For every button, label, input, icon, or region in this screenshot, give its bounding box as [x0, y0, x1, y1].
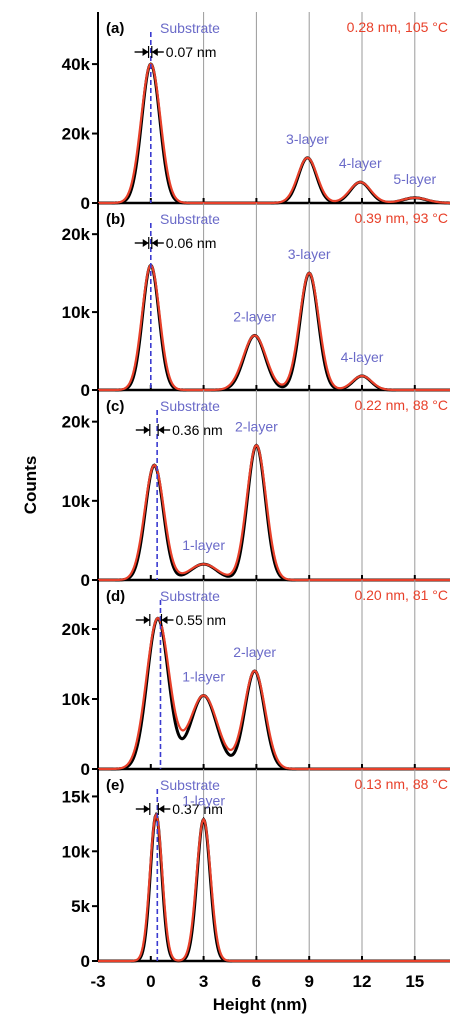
shift-label: 0.07 nm — [166, 44, 217, 60]
x-axis-title: Height (nm) — [213, 995, 307, 1014]
y-tick-label: 0 — [81, 952, 90, 971]
conditions-label: 0.20 nm, 81 °C — [354, 587, 448, 603]
fit-curve — [98, 263, 450, 392]
peak-label: 2-layer — [233, 308, 276, 324]
panels-group: 0 20k 40k (a) 0.28 nm, 105 °C Substrate 0.07 n… — [62, 12, 450, 991]
y-tick-label: 20k — [62, 225, 91, 244]
y-tick-label: 20k — [62, 413, 91, 432]
shift-arrowhead-right — [151, 48, 158, 56]
conditions-label: 0.13 nm, 88 °C — [354, 776, 448, 792]
y-tick-label: 20k — [62, 620, 91, 639]
histogram-curve — [98, 811, 450, 963]
x-tick-label: 9 — [304, 972, 313, 991]
histogram-curve — [98, 443, 450, 582]
y-tick-label: 10k — [62, 842, 91, 861]
y-tick-label: 5k — [71, 897, 90, 916]
peak-label: 3-layer — [286, 131, 329, 147]
peak-label: 2-layer — [233, 644, 276, 660]
panel-label: (b) — [106, 211, 125, 228]
shift-label: 0.55 nm — [175, 612, 226, 628]
shift-arrowhead-left — [142, 239, 149, 247]
fit-curve — [98, 616, 450, 771]
peak-label: 4-layer — [339, 155, 382, 171]
panel-e: 0 5k 10k 15k (e) 0.13 nm, 88 °C Substrate 0.37 … — [62, 769, 450, 971]
substrate-label: Substrate — [160, 588, 220, 604]
substrate-label: Substrate — [160, 20, 220, 36]
x-tick-label: -3 — [90, 972, 105, 991]
shift-arrowhead-left — [143, 616, 150, 624]
panel-a: 0 20k 40k (a) 0.28 nm, 105 °C Substrate 0.07 n… — [62, 12, 450, 213]
panel-b: 0 10k 20k (b) 0.39 nm, 93 °C Substrate 0.06 nm… — [62, 203, 450, 400]
y-tick-label: 0 — [81, 760, 90, 779]
panel-d: 0 10k 20k (d) 0.20 nm, 81 °C Substrate 0.55 nm… — [62, 580, 450, 779]
y-tick-label: 10k — [62, 303, 91, 322]
panel-label: (a) — [106, 20, 124, 37]
y-tick-label: 10k — [62, 492, 91, 511]
shift-arrowhead-right — [161, 616, 168, 624]
x-tick-label: 12 — [353, 972, 372, 991]
x-tick-label: 15 — [405, 972, 424, 991]
shift-arrowhead-right — [151, 239, 158, 247]
peak-label: 1-layer — [182, 669, 225, 685]
y-tick-label: 0 — [81, 571, 90, 590]
x-tick-label: 6 — [252, 972, 261, 991]
y-tick-label: 10k — [62, 690, 91, 709]
shift-label: 0.36 nm — [172, 422, 223, 438]
shift-arrowhead-left — [142, 48, 149, 56]
shift-label: 0.06 nm — [166, 235, 217, 251]
fit-curve — [98, 62, 450, 205]
shift-arrowhead-left — [143, 426, 150, 434]
peak-label: 2-layer — [235, 418, 278, 434]
y-axis-title: Counts — [21, 456, 40, 515]
shift-label: 0.37 nm — [172, 801, 223, 817]
x-tick-label: 3 — [199, 972, 208, 991]
conditions-label: 0.28 nm, 105 °C — [347, 19, 448, 35]
substrate-label: Substrate — [160, 398, 220, 414]
y-tick-label: 0 — [81, 381, 90, 400]
conditions-label: 0.39 nm, 93 °C — [354, 210, 448, 226]
shift-arrowhead-right — [158, 805, 165, 813]
y-tick-label: 15k — [62, 787, 91, 806]
shift-arrowhead-right — [158, 426, 165, 434]
shift-arrowhead-left — [143, 805, 150, 813]
substrate-label: Substrate — [160, 777, 220, 793]
substrate-label: Substrate — [160, 211, 220, 227]
panel-label: (d) — [106, 588, 125, 605]
peak-label: 4-layer — [341, 349, 384, 365]
peak-label: 5-layer — [393, 171, 436, 187]
peak-label: 1-layer — [182, 537, 225, 553]
peak-label: 3-layer — [288, 246, 331, 262]
y-tick-label: 40k — [62, 55, 91, 74]
x-tick-label: 0 — [146, 972, 155, 991]
panel-label: (c) — [106, 398, 124, 415]
y-tick-label: 20k — [62, 125, 91, 144]
peak-label: 1-layer — [182, 792, 225, 808]
y-tick-label: 0 — [81, 194, 90, 213]
conditions-label: 0.22 nm, 88 °C — [354, 397, 448, 413]
panel-label: (e) — [106, 777, 124, 794]
panel-c: 0 10k 20k (c) 0.22 nm, 88 °C Substrate 0.36 nm… — [62, 390, 450, 590]
